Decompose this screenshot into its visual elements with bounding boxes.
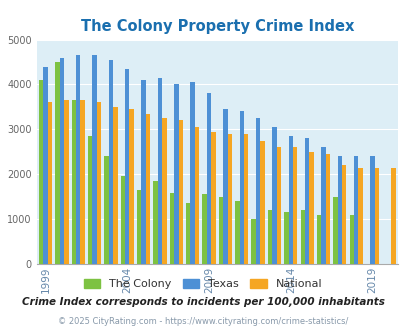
Bar — [374, 168, 378, 264]
Bar — [178, 120, 183, 264]
Bar — [125, 69, 129, 264]
Bar — [337, 156, 341, 264]
Bar — [194, 127, 199, 264]
Bar — [162, 118, 166, 264]
Bar — [60, 57, 64, 264]
Bar — [341, 165, 345, 264]
Bar — [190, 82, 194, 264]
Bar — [390, 168, 394, 264]
Bar — [243, 134, 248, 264]
Bar — [223, 109, 227, 264]
Bar — [145, 114, 150, 264]
Bar — [185, 203, 190, 264]
Bar — [206, 93, 211, 264]
Text: © 2025 CityRating.com - https://www.cityrating.com/crime-statistics/: © 2025 CityRating.com - https://www.city… — [58, 317, 347, 326]
Bar — [120, 177, 125, 264]
Bar — [129, 109, 134, 264]
Bar — [55, 62, 60, 264]
Bar — [358, 168, 362, 264]
Bar — [88, 136, 92, 264]
Legend: The Colony, Texas, National: The Colony, Texas, National — [79, 275, 326, 294]
Bar — [288, 136, 292, 264]
Bar — [316, 214, 320, 264]
Bar — [80, 100, 85, 264]
Text: Crime Index corresponds to incidents per 100,000 inhabitants: Crime Index corresponds to incidents per… — [21, 297, 384, 307]
Bar — [109, 60, 113, 264]
Bar — [260, 141, 264, 264]
Bar — [234, 201, 239, 264]
Bar — [113, 107, 117, 264]
Bar — [272, 127, 276, 264]
Bar — [92, 55, 96, 264]
Bar — [251, 219, 255, 264]
Bar — [39, 80, 43, 264]
Bar — [320, 147, 325, 264]
Bar — [239, 112, 243, 264]
Bar — [104, 156, 109, 264]
Bar — [333, 197, 337, 264]
Bar — [158, 78, 162, 264]
Bar — [300, 210, 304, 264]
Bar — [267, 210, 272, 264]
Bar — [141, 80, 145, 264]
Bar — [174, 84, 178, 264]
Bar — [169, 193, 174, 264]
Bar — [211, 132, 215, 264]
Bar — [325, 154, 329, 264]
Bar — [48, 102, 52, 264]
Bar — [96, 102, 101, 264]
Title: The Colony Property Crime Index: The Colony Property Crime Index — [80, 19, 353, 34]
Bar — [304, 138, 309, 264]
Bar — [309, 152, 313, 264]
Bar — [136, 190, 141, 264]
Bar — [218, 197, 223, 264]
Bar — [369, 156, 374, 264]
Bar — [202, 194, 206, 264]
Bar — [255, 118, 260, 264]
Bar — [64, 100, 68, 264]
Bar — [153, 181, 158, 264]
Bar — [284, 213, 288, 264]
Bar — [76, 55, 80, 264]
Bar — [43, 67, 48, 264]
Bar — [292, 147, 297, 264]
Bar — [227, 134, 231, 264]
Bar — [276, 147, 280, 264]
Bar — [71, 100, 76, 264]
Bar — [349, 214, 353, 264]
Bar — [353, 156, 358, 264]
